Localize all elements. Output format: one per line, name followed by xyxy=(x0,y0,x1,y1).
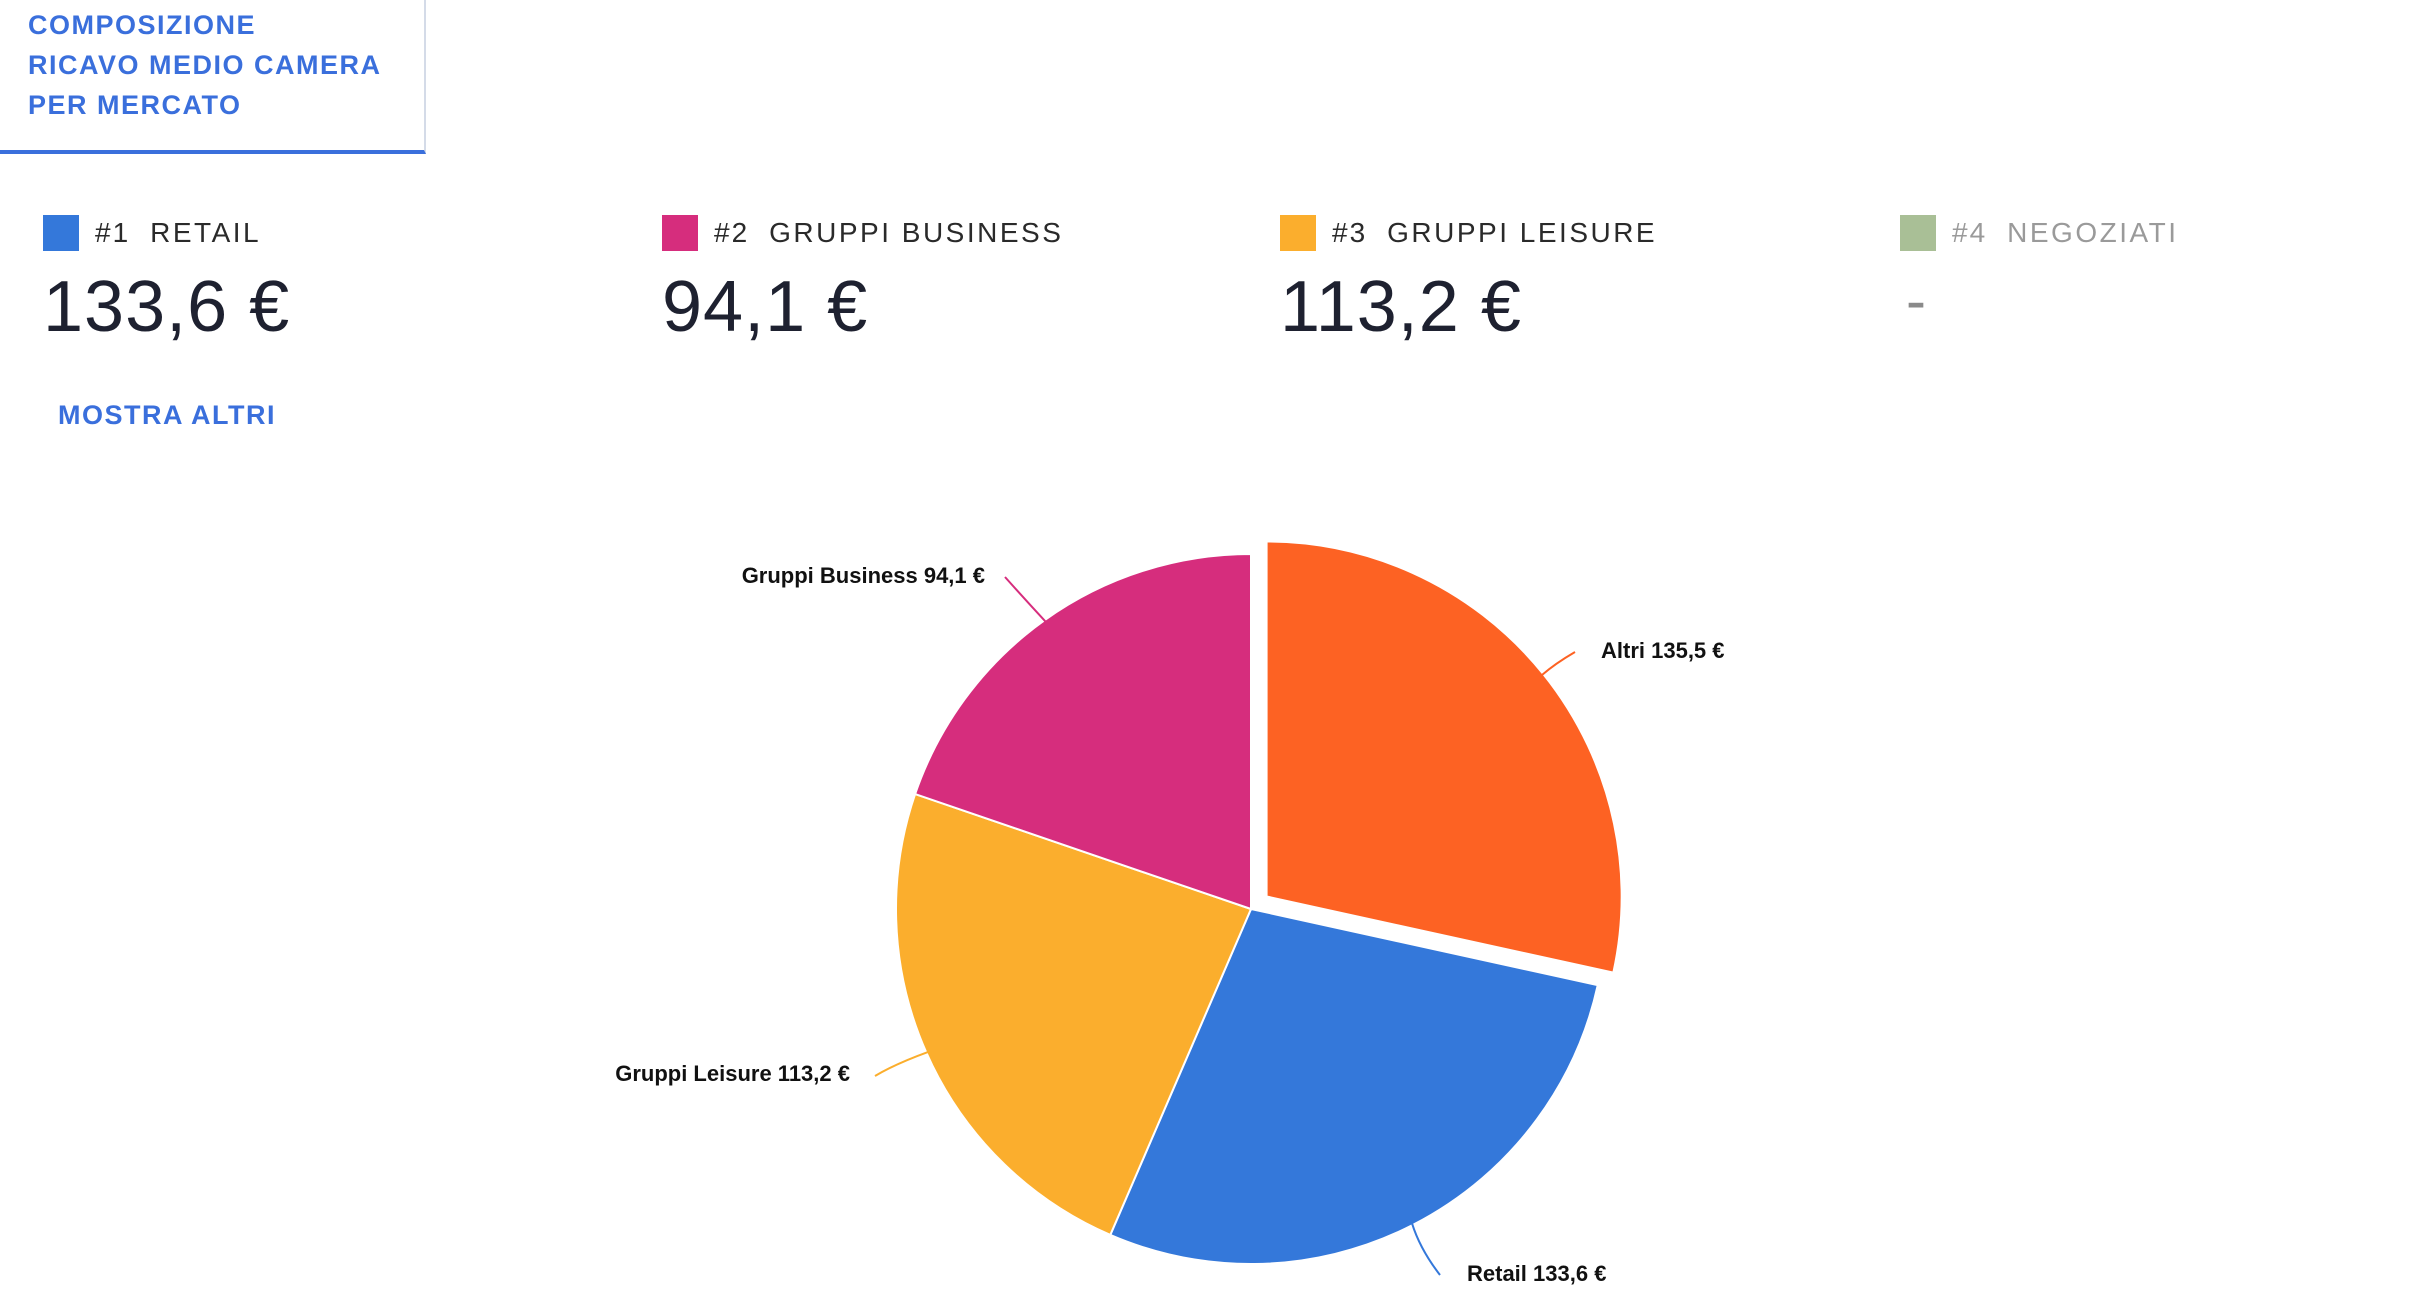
pie-label-gruppi-leisure: Gruppi Leisure 113,2 € xyxy=(615,1061,850,1086)
chart-title-line-2: RICAVO MEDIO CAMERA xyxy=(28,50,382,80)
kpi-rank: #2 xyxy=(714,217,750,248)
show-more-button[interactable]: MOSTRA ALTRI xyxy=(58,400,276,430)
kpi-rank: #1 xyxy=(95,217,131,248)
kpi-label: GRUPPI BUSINESS xyxy=(769,217,1064,248)
legend-swatch-negoziati xyxy=(1900,215,1936,251)
pie-connector-gruppi-business xyxy=(1004,576,1047,623)
pie-connector-altri xyxy=(1541,651,1576,677)
kpi-value: 133,6 € xyxy=(43,267,291,347)
kpi-retail: #1 RETAIL 133,6 € xyxy=(43,214,289,347)
kpi-negoziati: #4 NEGOZIATI - xyxy=(1900,214,2179,334)
pie-label-retail: Retail 133,6 € xyxy=(1467,1261,1606,1286)
pie-connector-gruppi-leisure xyxy=(874,1050,929,1077)
pie-label-altri: Altri 135,5 € xyxy=(1601,638,1725,663)
legend-swatch-retail xyxy=(43,215,79,251)
kpi-value: 113,2 € xyxy=(1280,267,1522,347)
pie-label-gruppi-business: Gruppi Business 94,1 € xyxy=(742,563,985,588)
kpi-label: NEGOZIATI xyxy=(2007,217,2179,248)
pie-connector-retail xyxy=(1411,1222,1441,1276)
kpi-rank: #3 xyxy=(1332,217,1368,248)
pie-slice-altri[interactable] xyxy=(1265,540,1623,974)
kpi-value: - xyxy=(1906,267,1927,334)
chart-title-line-3: PER MERCATO xyxy=(28,90,242,120)
kpi-label: GRUPPI LEISURE xyxy=(1387,217,1658,248)
kpi-label: RETAIL xyxy=(150,217,262,248)
kpi-gruppi-business: #2 GRUPPI BUSINESS 94,1 € xyxy=(662,214,1064,347)
legend-swatch-gruppi-business xyxy=(662,215,698,251)
legend-swatch-gruppi-leisure xyxy=(1280,215,1316,251)
chart-title-tab[interactable]: COMPOSIZIONE RICAVO MEDIO CAMERA PER MER… xyxy=(0,0,426,154)
kpi-value: 94,1 € xyxy=(662,267,869,347)
kpi-rank: #4 xyxy=(1952,217,1988,248)
kpi-gruppi-leisure: #3 GRUPPI LEISURE 113,2 € xyxy=(1280,214,1658,347)
chart-title-line-1: COMPOSIZIONE xyxy=(28,10,257,40)
